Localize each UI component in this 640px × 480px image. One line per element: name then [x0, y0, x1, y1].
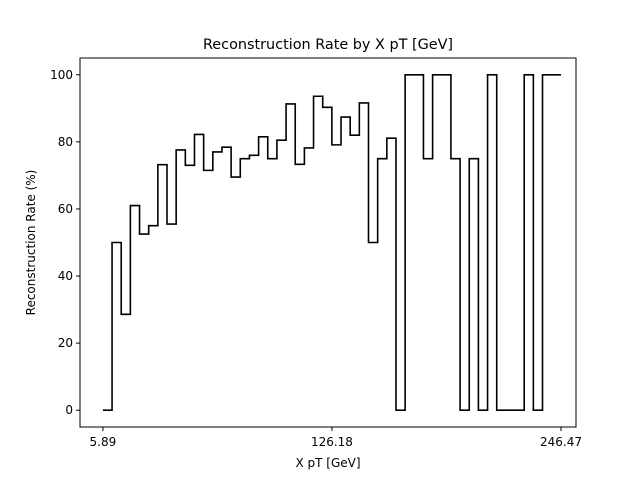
x-axis-label: X pT [GeV] [295, 456, 360, 470]
x-tick-label: 5.89 [90, 435, 117, 449]
y-tick-label: 60 [58, 202, 73, 216]
series-line [102, 73, 561, 412]
x-axis-ticks: 5.89 126.18 246.47 [90, 427, 582, 449]
y-tick-label: 40 [58, 269, 73, 283]
y-tick-label: 0 [65, 403, 73, 417]
y-axis-label: Reconstruction Rate (%) [24, 170, 38, 316]
x-tick-label: 246.47 [540, 435, 582, 449]
x-tick-label: 126.18 [311, 435, 353, 449]
y-tick-label: 80 [58, 135, 73, 149]
y-tick-label: 100 [50, 68, 73, 82]
y-axis-ticks: 0 20 40 60 80 100 [50, 68, 80, 417]
plot-frame [79, 57, 577, 428]
chart-title: Reconstruction Rate by X pT [GeV] [203, 37, 453, 53]
y-tick-label: 20 [58, 336, 73, 350]
